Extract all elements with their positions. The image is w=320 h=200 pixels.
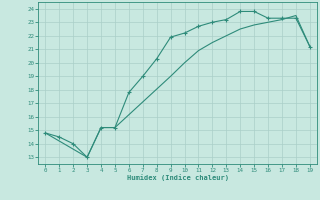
X-axis label: Humidex (Indice chaleur): Humidex (Indice chaleur)	[127, 175, 228, 181]
